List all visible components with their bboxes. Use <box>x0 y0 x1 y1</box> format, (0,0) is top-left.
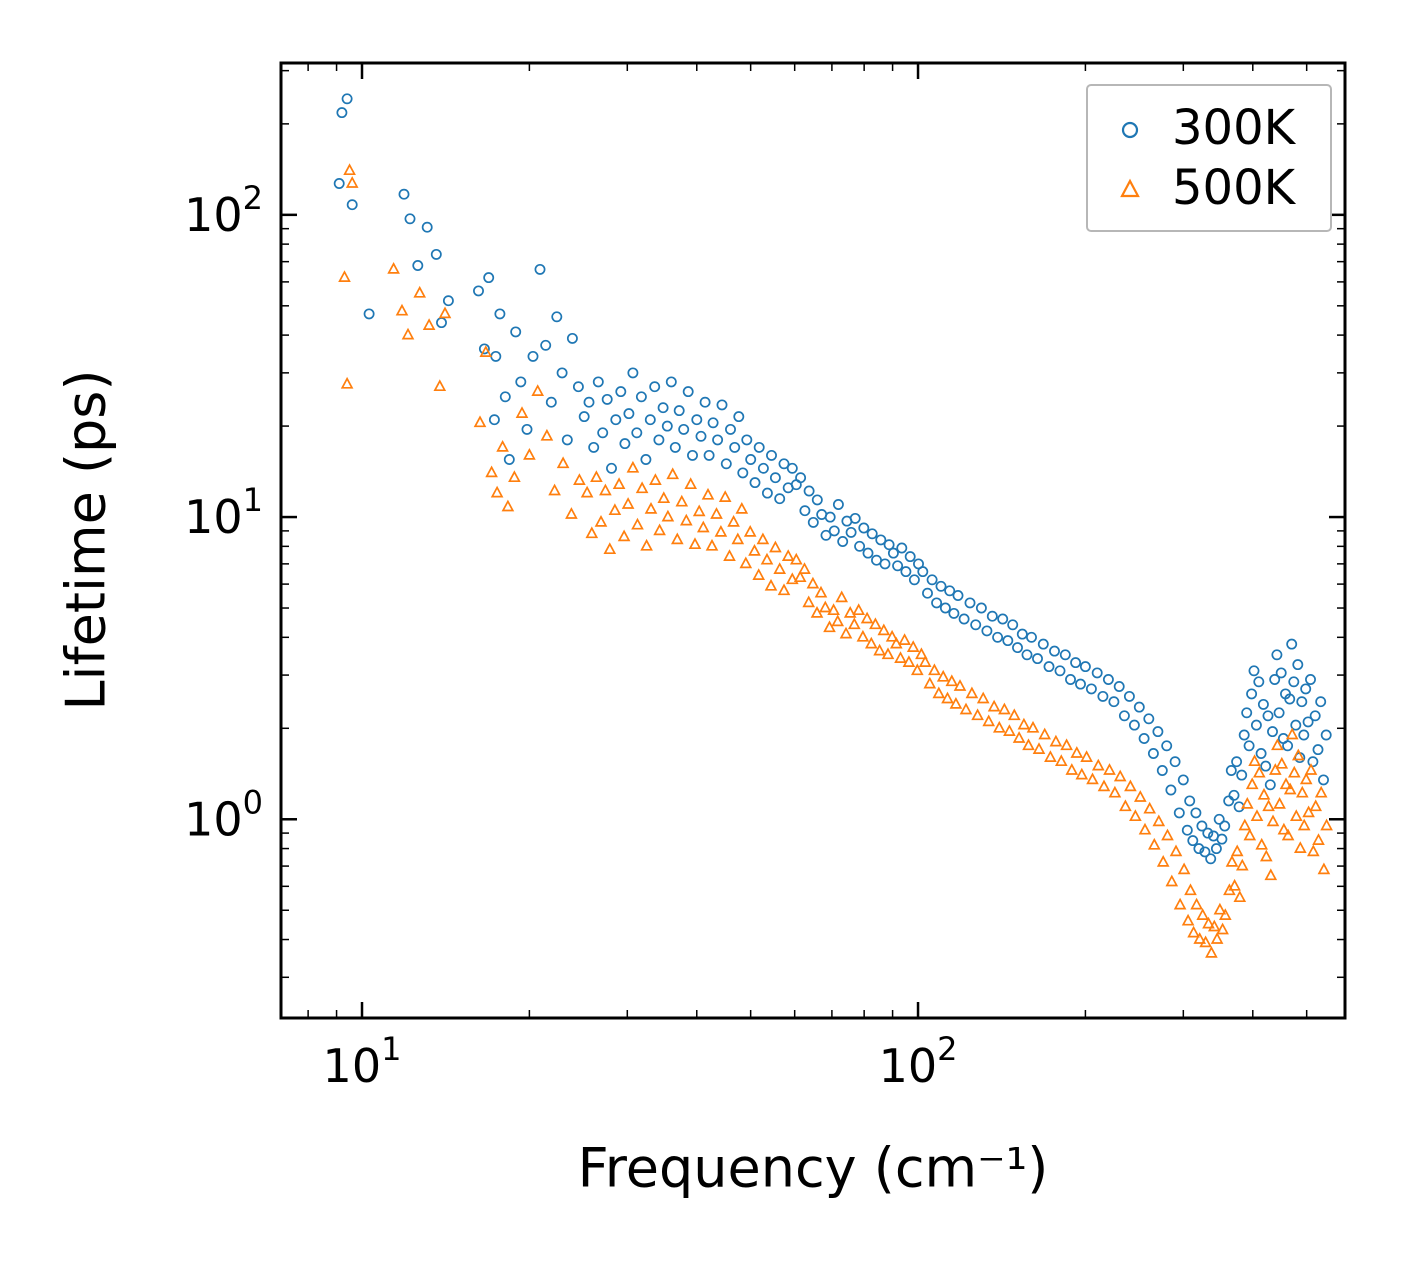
x-axis-label: Frequency (cm⁻¹) <box>577 1136 1049 1200</box>
plot-frame <box>279 61 1347 1020</box>
y-tick-label: 100 <box>184 783 263 846</box>
legend-label-500k: 500K <box>1172 160 1296 216</box>
y-axis-label: Lifetime (ps) <box>54 369 118 711</box>
legend-entry-500k: 500K <box>1112 164 1320 212</box>
series-500K-points <box>338 163 1333 958</box>
x-tick-label: 101 <box>323 1030 402 1093</box>
y-tick-label: 102 <box>184 179 263 242</box>
legend-label-300k: 300K <box>1172 100 1296 156</box>
y-tick-label: 101 <box>184 481 263 544</box>
x-tick-label: 102 <box>879 1030 958 1093</box>
circle-marker-icon <box>1121 121 1139 139</box>
legend: 300K 500K <box>1086 84 1332 232</box>
triangle-marker-icon <box>1120 178 1140 198</box>
tick-labels: 101 102 100 101 102 <box>184 179 957 1093</box>
series-300K-points <box>333 93 1332 865</box>
legend-entry-300k: 300K <box>1112 104 1320 152</box>
